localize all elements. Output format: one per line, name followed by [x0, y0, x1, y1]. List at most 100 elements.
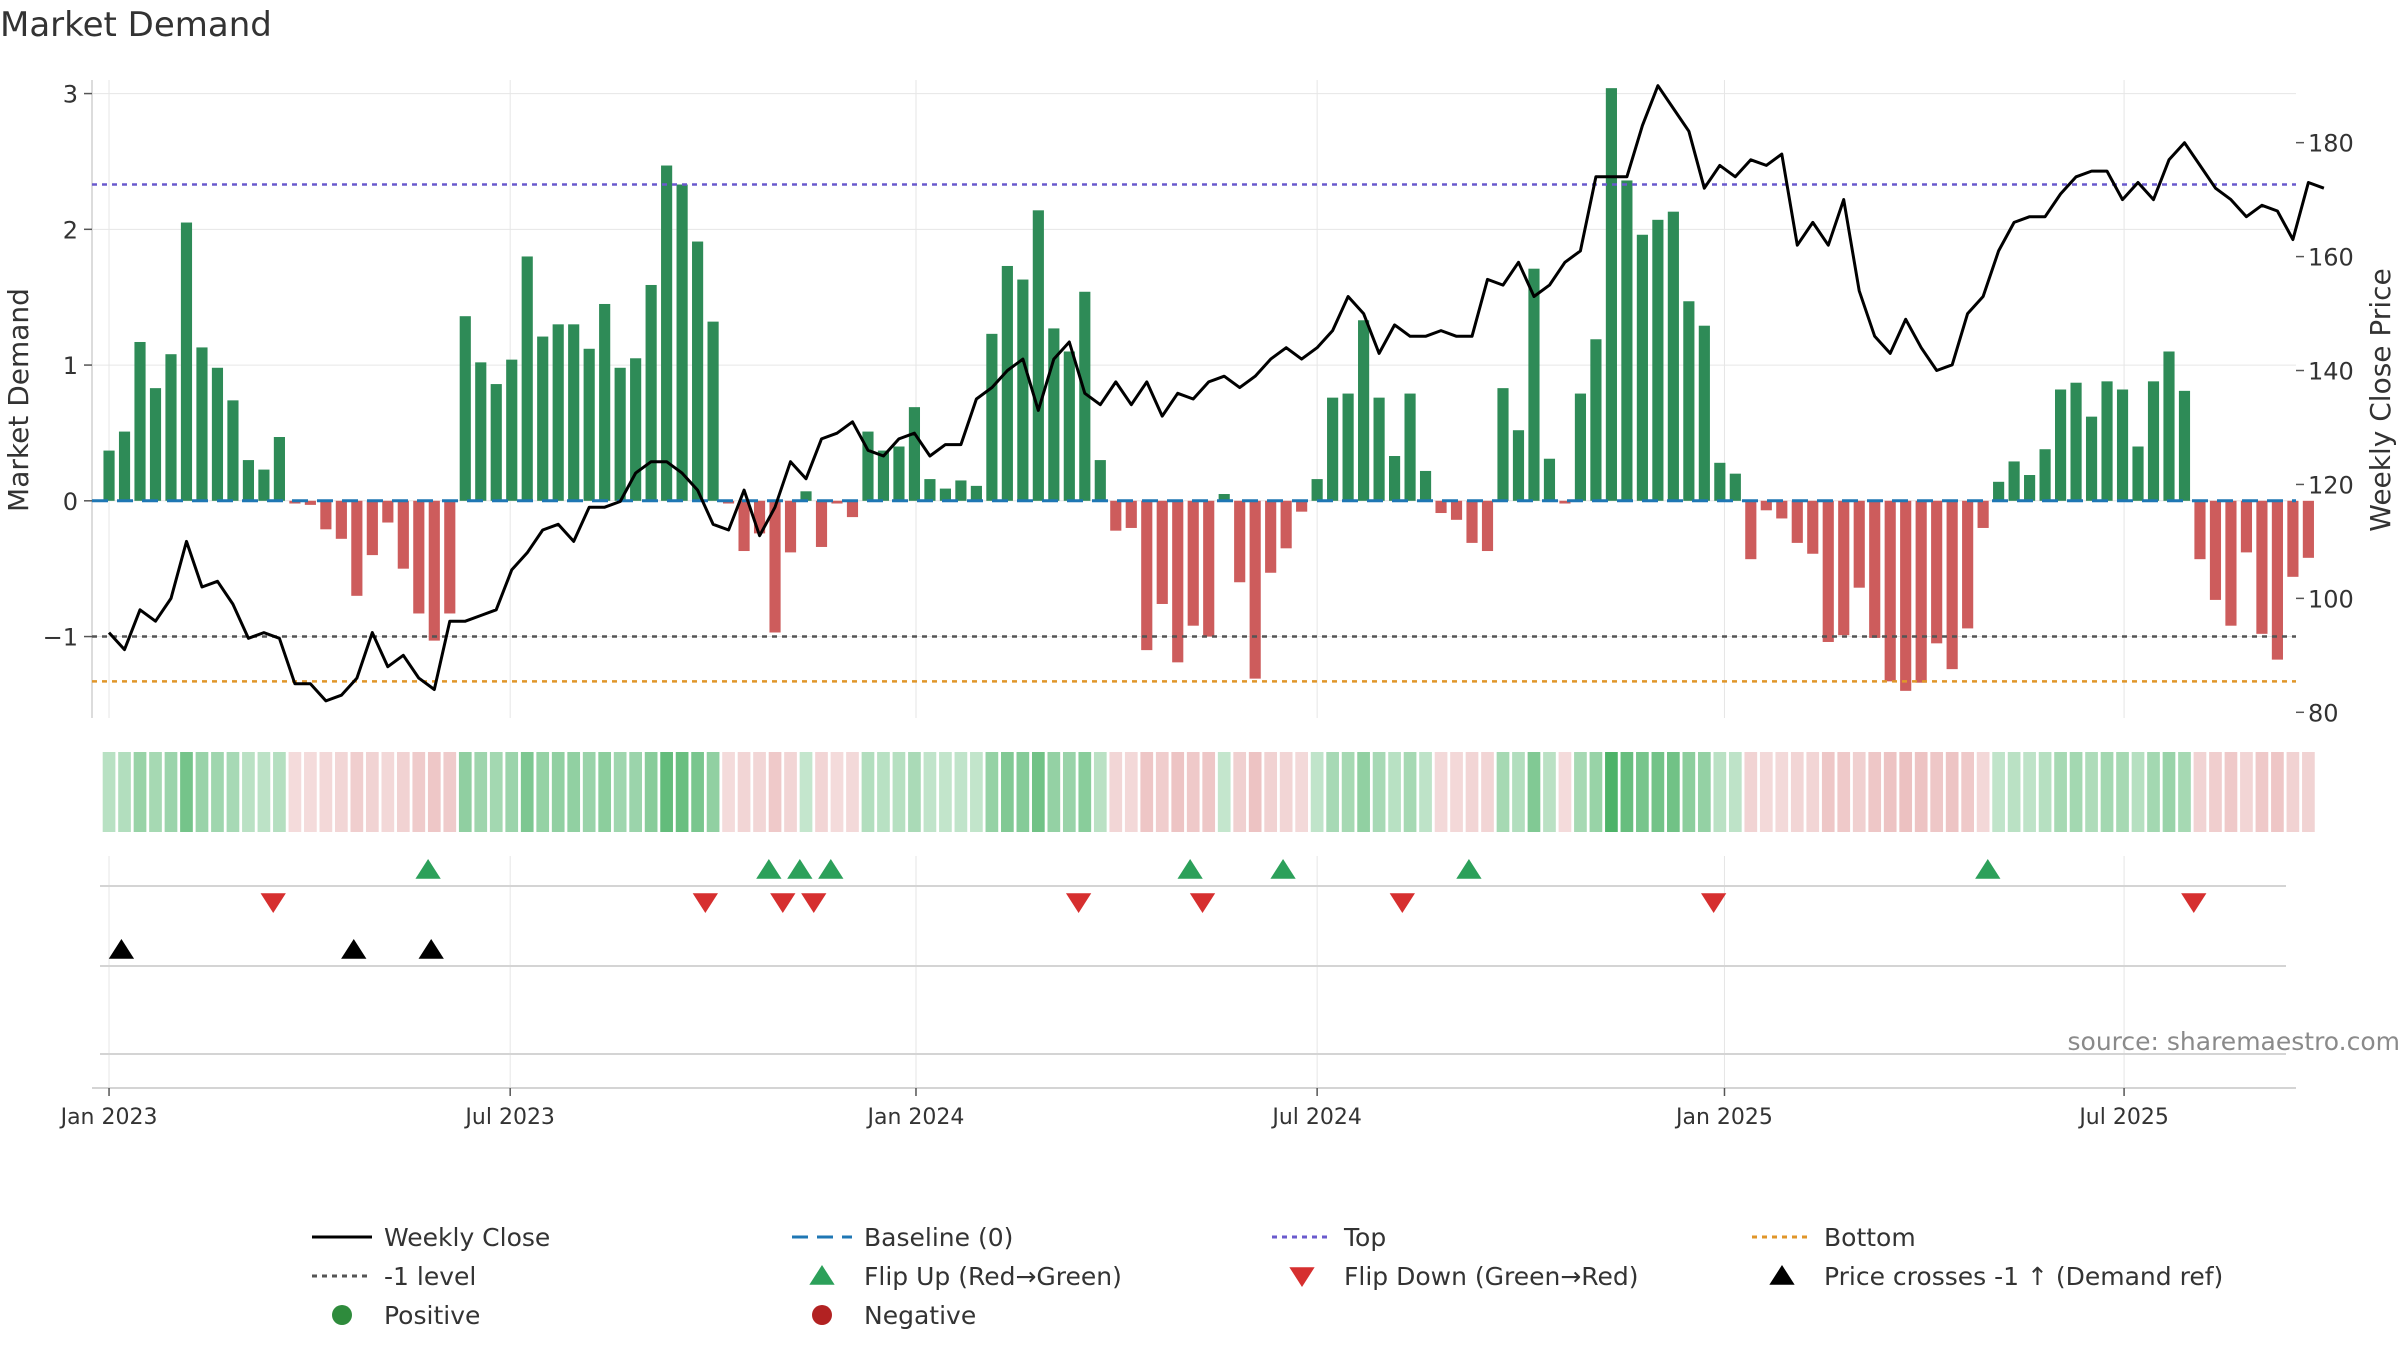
demand-bar — [2008, 461, 2020, 501]
heat-cell — [195, 752, 209, 832]
left-tick-label: 1 — [63, 352, 78, 380]
heat-cell — [1682, 752, 1696, 832]
event-markers — [108, 859, 2207, 959]
heat-cell — [257, 752, 271, 832]
heat-cell — [939, 752, 952, 832]
heat-cell — [2255, 752, 2269, 832]
flip-down-marker — [692, 893, 718, 913]
heat-cell — [149, 752, 162, 832]
demand-bar — [1388, 456, 1401, 501]
demand-bar — [970, 485, 982, 501]
demand-bar — [1141, 500, 1153, 651]
x-tick-label: Jan 2023 — [59, 1105, 158, 1130]
left-tick-label: 3 — [63, 81, 78, 109]
demand-bar — [118, 431, 131, 501]
demand-bar — [180, 222, 193, 501]
demand-bar — [1791, 500, 1803, 543]
heat-cell — [1790, 752, 1804, 832]
demand-bar — [537, 336, 549, 501]
heat-cell — [1388, 752, 1401, 832]
heat-cell — [2007, 752, 2021, 832]
heat-cell — [1883, 752, 1897, 832]
heat-cell — [954, 752, 968, 832]
legend-label: Top — [1343, 1223, 1386, 1252]
left-tick-label: 0 — [63, 488, 78, 516]
heat-cell — [1248, 752, 1262, 832]
demand-bar — [1993, 481, 2005, 501]
demand-bar — [2271, 500, 2283, 660]
demand-bar — [1435, 500, 1447, 514]
demand-bar — [1481, 500, 1494, 552]
legend-item: -1 level — [312, 1262, 476, 1291]
heat-cell — [118, 752, 131, 832]
legend-label: Baseline (0) — [864, 1223, 1013, 1252]
demand-bar — [2178, 390, 2191, 501]
heat-cell — [1914, 752, 1928, 832]
legend-label: Flip Up (Red→Green) — [864, 1262, 1122, 1291]
heat-cell — [1589, 752, 1603, 832]
demand-bar — [1760, 500, 1772, 511]
heat-cell — [2224, 752, 2238, 832]
heat-cell — [304, 752, 317, 832]
legend-item: Top — [1272, 1223, 1386, 1252]
flip-up-marker — [1975, 859, 2001, 879]
heat-cell — [551, 752, 565, 832]
heat-cell — [1233, 752, 1247, 832]
heat-cell — [1868, 752, 1882, 832]
flip-up-marker — [415, 859, 441, 879]
demand-bar — [2024, 475, 2036, 501]
demand-bar — [645, 284, 657, 501]
heat-cell — [1697, 752, 1711, 832]
heat-cell — [427, 752, 441, 832]
demand-bar — [475, 362, 487, 501]
heat-cell — [908, 752, 921, 832]
heat-cell — [2085, 752, 2098, 832]
demand-bar — [552, 324, 564, 501]
demand-bar — [1962, 500, 1974, 629]
demand-bar — [2132, 446, 2144, 501]
legend-swatch-triangle — [809, 1265, 835, 1285]
demand-bar — [335, 500, 347, 539]
flip-up-marker — [1177, 859, 1203, 879]
demand-bar — [1776, 500, 1788, 519]
heat-cell — [102, 752, 116, 832]
demand-bar — [1450, 500, 1463, 520]
heat-cell — [1481, 752, 1494, 832]
demand-bar — [1187, 500, 1199, 626]
demand-bar — [568, 324, 580, 501]
heat-cell — [1543, 752, 1556, 832]
heat-cell — [2116, 752, 2129, 832]
demand-bar — [769, 500, 781, 633]
flip-down-marker — [1065, 893, 1092, 913]
heat-cell — [2054, 752, 2067, 832]
demand-bar — [103, 450, 115, 501]
heat-cell — [1821, 752, 1835, 832]
heat-cell — [1326, 752, 1339, 832]
demand-bar — [165, 354, 177, 501]
heat-cell — [350, 752, 364, 832]
demand-bar — [661, 165, 673, 501]
demand-bar — [1915, 500, 1927, 683]
heat-cell — [381, 752, 395, 832]
legend-label: Negative — [864, 1301, 976, 1330]
heat-cell — [722, 752, 735, 832]
heat-cell — [412, 752, 426, 832]
demand-bar — [1342, 393, 1354, 501]
demand-bar — [1032, 210, 1044, 501]
demand-bar — [506, 359, 518, 501]
right-tick-label: 140 — [2308, 358, 2354, 386]
flip-up-marker — [756, 859, 782, 879]
right-tick-label: 160 — [2308, 244, 2354, 272]
heat-cell — [1279, 752, 1293, 832]
demand-bar — [1512, 430, 1525, 501]
demand-bar — [304, 500, 316, 505]
heat-cell — [1728, 752, 1742, 832]
demand-bar — [2287, 500, 2299, 577]
demand-bar — [614, 367, 626, 501]
chart-title: Market Demand — [0, 5, 272, 45]
demand-bar — [908, 407, 921, 501]
demand-bar — [1652, 219, 1664, 501]
flip-down-marker — [1189, 893, 1216, 913]
demand-bar — [1698, 325, 1710, 501]
heat-cell — [396, 752, 410, 832]
